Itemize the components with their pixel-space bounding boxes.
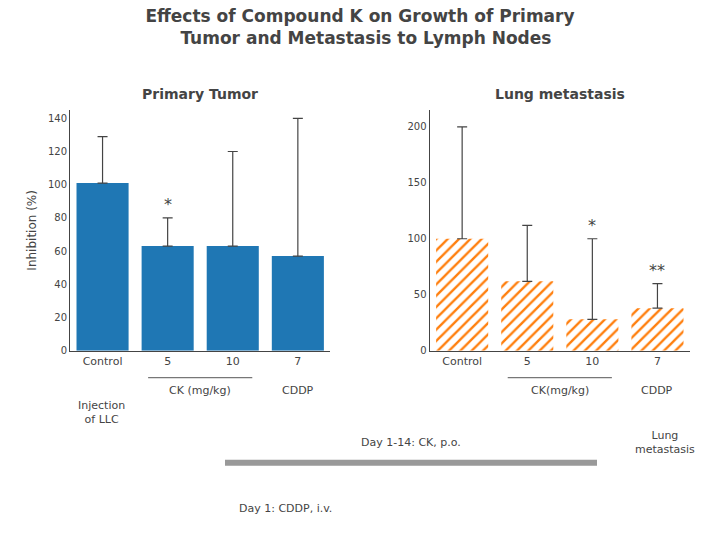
svg-text:CDDP: CDDP <box>641 384 673 397</box>
svg-text:*: * <box>164 195 172 214</box>
svg-text:60: 60 <box>54 246 67 257</box>
svg-text:5: 5 <box>164 355 171 368</box>
svg-text:Day 1-14: CK, p.o.: Day 1-14: CK, p.o. <box>361 436 461 449</box>
svg-text:CK(mg/kg): CK(mg/kg) <box>531 384 589 397</box>
svg-text:*: * <box>588 216 596 235</box>
svg-text:140: 140 <box>48 113 67 124</box>
svg-text:Injectionof LLC: Injectionof LLC <box>78 399 125 426</box>
svg-text:7: 7 <box>294 355 301 368</box>
svg-text:**: ** <box>649 261 665 280</box>
svg-text:0: 0 <box>420 345 426 356</box>
svg-text:0: 0 <box>61 345 67 356</box>
svg-text:100: 100 <box>48 179 67 190</box>
svg-text:Day 1: CDDP, i.v.: Day 1: CDDP, i.v. <box>239 502 332 515</box>
svg-text:CDDP: CDDP <box>282 384 314 397</box>
svg-text:5: 5 <box>524 355 531 368</box>
svg-text:Inhibition (%): Inhibition (%) <box>25 190 39 271</box>
svg-text:Lung metastasis: Lung metastasis <box>495 86 625 102</box>
svg-text:100: 100 <box>408 233 427 244</box>
svg-text:150: 150 <box>408 177 427 188</box>
svg-text:20: 20 <box>54 312 67 323</box>
svg-text:40: 40 <box>54 279 67 290</box>
svg-text:50: 50 <box>414 289 427 300</box>
svg-text:Primary Tumor: Primary Tumor <box>142 86 258 102</box>
svg-text:80: 80 <box>54 212 67 223</box>
svg-text:CK (mg/kg): CK (mg/kg) <box>169 384 231 397</box>
svg-text:Control: Control <box>442 355 482 368</box>
svg-text:120: 120 <box>48 146 67 157</box>
svg-text:Effects of Compound K on Growt: Effects of Compound K on Growth of Prima… <box>145 6 574 48</box>
svg-text:Control: Control <box>83 355 123 368</box>
svg-text:7: 7 <box>654 355 661 368</box>
svg-text:10: 10 <box>226 355 240 368</box>
svg-text:10: 10 <box>585 355 599 368</box>
svg-text:200: 200 <box>408 121 427 132</box>
svg-text:Lungmetastasis: Lungmetastasis <box>635 429 695 456</box>
